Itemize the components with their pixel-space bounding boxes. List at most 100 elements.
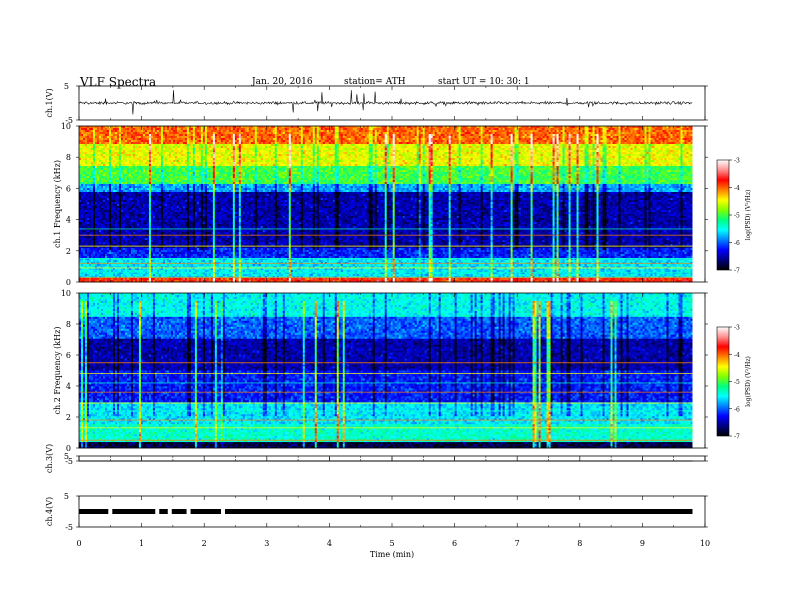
spectrogram-cell — [87, 236, 89, 238]
spectrogram-cell — [81, 212, 83, 214]
spectrogram-cell — [85, 156, 87, 158]
spectrogram-cell — [91, 196, 93, 198]
spectrogram-cell — [89, 144, 91, 146]
spectrogram-cell — [99, 242, 101, 244]
spectrogram-cell — [93, 148, 95, 150]
spectrogram-cell — [95, 270, 97, 272]
spectrogram-cell — [95, 176, 97, 178]
spectrogram-cell — [81, 198, 83, 200]
spectrogram-cell — [81, 160, 83, 162]
spectrogram-cell — [95, 200, 97, 202]
spectrogram-cell — [101, 170, 103, 172]
spectrogram-cell — [91, 200, 93, 202]
spectrogram-cell — [83, 240, 85, 242]
spectrogram-cell — [93, 168, 95, 170]
spectrogram-cell — [89, 186, 91, 188]
spectrogram-cell — [83, 142, 85, 144]
spectrogram-cell — [93, 216, 95, 218]
spectrogram-cell — [85, 278, 87, 280]
spectrogram-cell — [93, 236, 95, 238]
spectrogram-cell — [97, 192, 99, 194]
spectrogram-cell — [95, 130, 97, 132]
spectrogram-cell — [91, 232, 93, 234]
spectrogram-cell — [87, 144, 89, 146]
spectrogram-cell — [87, 134, 89, 136]
spectrogram-cell — [99, 152, 101, 154]
spectrogram-cell — [87, 232, 89, 234]
spectrogram-cell — [83, 220, 85, 222]
spectrogram-cell — [95, 238, 97, 240]
spectrogram-cell — [97, 178, 99, 180]
spectrogram-cell — [97, 198, 99, 200]
spectrogram-cell — [83, 198, 85, 200]
spectrogram-cell — [81, 252, 83, 254]
spectrogram-cell — [93, 144, 95, 146]
spectrogram-cell — [85, 238, 87, 240]
spectrogram-cell — [93, 182, 95, 184]
spectrogram-cell — [93, 156, 95, 158]
spectrogram-cell — [95, 222, 97, 224]
spectrogram-cell — [81, 274, 83, 276]
spectrogram-cell — [83, 132, 85, 134]
spectrogram-cell — [97, 132, 99, 134]
spectrogram-cell — [95, 264, 97, 266]
spectrogram-cell — [95, 260, 97, 262]
spectrogram-cell — [91, 158, 93, 160]
spectrogram-cell — [85, 176, 87, 178]
spectrogram-cell — [99, 180, 101, 182]
spectrogram-cell — [97, 260, 99, 262]
spectrogram-cell — [101, 138, 103, 140]
spectrogram-cell — [83, 152, 85, 154]
spectrogram-cell — [87, 264, 89, 266]
spectrogram-cell — [93, 250, 95, 252]
spectrogram-cell — [87, 184, 89, 186]
spectrogram-cell — [99, 226, 101, 228]
spectrogram-cell — [89, 230, 91, 232]
spectrogram-cell — [89, 134, 91, 136]
spectrogram-cell — [87, 146, 89, 148]
spectrogram-cell — [101, 160, 103, 162]
spectrogram-cell — [91, 216, 93, 218]
spectrogram-cell — [101, 210, 103, 212]
spectrogram-cell — [89, 214, 91, 216]
spectrogram-cell — [95, 212, 97, 214]
spectrogram-cell — [81, 240, 83, 242]
spectrogram-cell — [101, 142, 103, 144]
spectrogram-cell — [101, 194, 103, 196]
spectrogram-cell — [91, 184, 93, 186]
spectrogram-cell — [87, 248, 89, 250]
spectrogram-cell — [97, 218, 99, 220]
spectrogram-cell — [95, 142, 97, 144]
spectrogram-cell — [91, 138, 93, 140]
spectrogram-cell — [93, 176, 95, 178]
spectrogram-cell — [91, 174, 93, 176]
spectrogram-cell — [95, 136, 97, 138]
spectrogram-cell — [85, 222, 87, 224]
spectrogram-cell — [81, 164, 83, 166]
spectrogram-cell — [95, 170, 97, 172]
spectrogram-cell — [97, 158, 99, 160]
spectrogram-cell — [101, 178, 103, 180]
spectrogram-cell — [99, 222, 101, 224]
spectrogram-cell — [83, 188, 85, 190]
spectrogram-cell — [93, 214, 95, 216]
spectrogram-cell — [91, 238, 93, 240]
spectrogram-cell — [81, 188, 83, 190]
spectrogram-cell — [83, 158, 85, 160]
spectrogram-cell — [85, 186, 87, 188]
spectrogram-cell — [101, 232, 103, 234]
spectrogram-cell — [93, 198, 95, 200]
spectrogram-cell — [89, 218, 91, 220]
spectrogram-cell — [87, 132, 89, 134]
spectrogram-cell — [99, 248, 101, 250]
spectrogram-cell — [97, 210, 99, 212]
spectrogram-cell — [83, 174, 85, 176]
spectrogram-cell — [89, 132, 91, 134]
spectrogram-cell — [91, 130, 93, 132]
spectrogram-cell — [81, 208, 83, 210]
spectrogram-cell — [99, 192, 101, 194]
spectrogram-cell — [95, 216, 97, 218]
spectrogram-cell — [85, 132, 87, 134]
spectrogram-cell — [99, 142, 101, 144]
spectrogram-cell — [101, 130, 103, 132]
